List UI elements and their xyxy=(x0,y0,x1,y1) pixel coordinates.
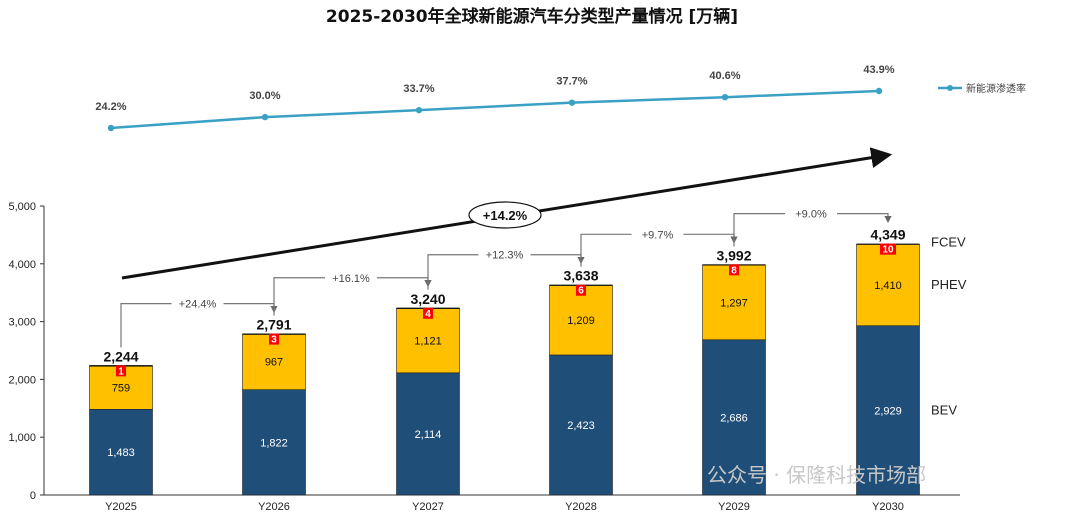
bar-bev-label: 1,483 xyxy=(107,447,135,459)
penetration-point xyxy=(875,87,883,95)
growth-label-bg xyxy=(785,206,837,221)
bar-total-label: 2,791 xyxy=(256,317,291,333)
fcev-badge-label: 10 xyxy=(882,245,894,256)
bar-phev xyxy=(702,264,766,341)
penetration-point xyxy=(568,99,576,106)
bar-bev-label: 2,929 xyxy=(874,405,902,417)
bar-bev xyxy=(89,408,153,496)
bar-phev-label: 759 xyxy=(112,382,130,394)
penetration-point xyxy=(721,93,729,101)
bar-total-label: 2,244 xyxy=(103,348,138,364)
fcev-badge xyxy=(269,333,279,345)
legend-marker-swatch xyxy=(947,85,953,91)
bar-total-label: 4,349 xyxy=(870,227,905,243)
legend-label: 新能源渗透率 xyxy=(966,82,1026,95)
fcev-badge-label: 8 xyxy=(731,265,737,276)
penetration-point xyxy=(261,113,269,121)
growth-label-bg xyxy=(478,247,531,262)
growth-label: +12.3% xyxy=(486,250,524,262)
growth-label: +9.0% xyxy=(795,209,827,221)
y-axis: 0 1,000 2,000 3,000 4,000 5,000 xyxy=(8,201,960,502)
fcev-badge-label: 4 xyxy=(425,309,431,320)
penetration-point xyxy=(107,124,115,132)
series-label-phev: PHEV xyxy=(931,277,967,292)
growth-label: +24.4% xyxy=(179,299,217,311)
series-labels: FCEV PHEV BEV xyxy=(931,235,967,418)
bar-bev-label: 2,686 xyxy=(720,412,748,424)
x-category-label: Y2026 xyxy=(258,501,290,513)
y-tick-label: 5,000 xyxy=(8,201,36,213)
penetration-label: 37.7% xyxy=(556,76,587,88)
fcev-badge-label: 3 xyxy=(271,335,277,346)
bar-phev-label: 1,209 xyxy=(567,315,595,327)
bar-bev-label: 2,114 xyxy=(415,429,442,441)
fcev-badge-label: 6 xyxy=(578,286,584,297)
series-label-bev: BEV xyxy=(931,402,957,417)
bar-total-label: 3,992 xyxy=(716,247,751,263)
series-label-fcev: FCEV xyxy=(931,235,966,250)
penetration-label: 24.2% xyxy=(95,101,126,113)
fcev-badge xyxy=(576,284,586,296)
penetration-line xyxy=(110,89,880,130)
bar-bev xyxy=(702,339,766,496)
cagr-annotation: +14.2% xyxy=(121,147,893,280)
x-category-label: Y2030 xyxy=(872,501,904,513)
bar-phev-label: 967 xyxy=(265,357,283,369)
bar-phev xyxy=(549,284,613,356)
bars: 1,483 759 1 2,244 Y2025 1,822 967 3 2,791 Y2026 2,… xyxy=(89,227,920,513)
penetration-label: 30.0% xyxy=(249,90,280,102)
penetration-label: 33.7% xyxy=(403,83,434,95)
x-category-label: Y2028 xyxy=(565,501,597,513)
bar-bev-label: 2,423 xyxy=(567,420,595,432)
penetration-point xyxy=(415,106,423,114)
x-category-label: Y2029 xyxy=(718,501,750,513)
growth-label-bg xyxy=(171,296,224,311)
cagr-label: +14.2% xyxy=(483,208,528,223)
legend: 新能源渗透率 xyxy=(938,82,1026,95)
annotations: +24.4% +16.1% +12.3% +9.7% +9.0% xyxy=(120,206,892,348)
fcev-badge xyxy=(880,243,896,255)
bar-total-label: 3,240 xyxy=(410,291,445,307)
watermark-text: 公众号 · 保隆科技市场部 xyxy=(707,463,926,487)
x-category-label: Y2025 xyxy=(105,501,137,513)
penetration-label: 43.9% xyxy=(863,64,894,76)
growth-label-bg xyxy=(325,270,377,285)
bar-phev-label: 1,121 xyxy=(414,335,442,347)
growth-label: +9.7% xyxy=(642,229,674,241)
bar-phev xyxy=(856,243,920,327)
y-tick-label: 0 xyxy=(30,490,36,502)
penetration-label: 40.6% xyxy=(709,70,740,82)
bar-phev-label: 1,297 xyxy=(720,297,748,309)
fcev-badge-label: 1 xyxy=(118,366,124,377)
growth-label-bg xyxy=(631,227,684,242)
y-tick-label: 3,000 xyxy=(8,317,36,329)
bar-total-label: 3,638 xyxy=(563,268,598,284)
bar-bev-label: 1,822 xyxy=(260,437,288,449)
x-category-label: Y2027 xyxy=(412,501,444,513)
y-tick-label: 4,000 xyxy=(8,259,36,271)
fcev-badge xyxy=(729,264,739,276)
bar-bev xyxy=(396,372,460,496)
bar-phev-label: 1,410 xyxy=(874,280,902,292)
growth-label: +16.1% xyxy=(332,273,370,285)
fcev-badge xyxy=(423,307,433,319)
y-tick-label: 2,000 xyxy=(8,374,36,386)
fcev-badge xyxy=(116,365,126,377)
bar-bev xyxy=(549,354,613,496)
cagr-ellipse xyxy=(468,201,542,229)
y-tick-label: 1,000 xyxy=(8,432,36,444)
penetration-line-layer: 24.2% 30.0% 33.7% 37.7% 40.6% 43.9% xyxy=(95,64,895,132)
chart-title: 2025-2030年全球新能源汽车分类型产量情况 [万辆] xyxy=(326,6,738,27)
